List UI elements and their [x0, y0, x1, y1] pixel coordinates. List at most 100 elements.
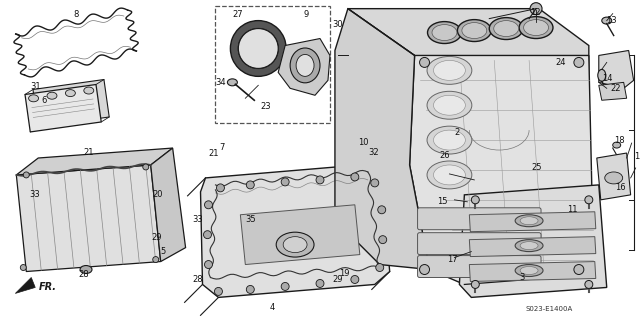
Ellipse shape [602, 17, 612, 24]
Text: 29: 29 [333, 275, 343, 284]
Text: 1: 1 [634, 152, 639, 160]
Circle shape [238, 29, 278, 68]
Circle shape [205, 261, 212, 269]
Text: 7: 7 [220, 143, 225, 152]
Bar [216, 6, 330, 123]
Polygon shape [599, 50, 634, 88]
Polygon shape [469, 212, 596, 232]
Circle shape [471, 196, 479, 204]
FancyBboxPatch shape [417, 208, 541, 230]
Ellipse shape [432, 25, 457, 41]
Text: 23: 23 [260, 102, 271, 111]
Ellipse shape [427, 126, 472, 154]
Text: 5: 5 [160, 247, 165, 256]
Text: 13: 13 [607, 16, 617, 25]
Circle shape [530, 3, 542, 15]
Circle shape [216, 184, 225, 192]
Ellipse shape [296, 55, 314, 76]
Circle shape [371, 179, 379, 187]
Ellipse shape [227, 79, 237, 86]
Text: 30: 30 [333, 20, 343, 29]
Text: 31: 31 [30, 82, 40, 91]
Ellipse shape [84, 87, 94, 94]
Text: 34: 34 [215, 78, 226, 87]
Text: 21: 21 [84, 147, 94, 157]
Ellipse shape [462, 23, 487, 39]
Circle shape [574, 57, 584, 67]
Circle shape [376, 263, 384, 271]
Circle shape [153, 256, 159, 263]
Ellipse shape [515, 240, 543, 252]
Circle shape [585, 280, 593, 288]
Ellipse shape [427, 56, 472, 84]
Ellipse shape [433, 95, 465, 115]
Ellipse shape [47, 92, 57, 99]
Text: 27: 27 [232, 10, 243, 19]
Ellipse shape [433, 60, 465, 80]
Circle shape [585, 196, 593, 204]
Polygon shape [460, 185, 607, 297]
Circle shape [574, 264, 584, 274]
Circle shape [420, 57, 429, 67]
Polygon shape [278, 39, 330, 95]
Text: 25: 25 [532, 163, 542, 173]
Text: 16: 16 [616, 183, 626, 192]
Polygon shape [241, 205, 360, 264]
Ellipse shape [427, 91, 472, 119]
Text: S023-E1400A: S023-E1400A [525, 306, 573, 312]
Text: 15: 15 [437, 197, 448, 206]
Ellipse shape [520, 267, 538, 274]
Text: 21: 21 [208, 149, 219, 158]
Text: 10: 10 [358, 137, 369, 146]
Ellipse shape [489, 18, 523, 40]
Text: 19: 19 [339, 269, 349, 278]
Circle shape [471, 280, 479, 288]
Ellipse shape [520, 241, 538, 249]
Circle shape [316, 176, 324, 184]
Circle shape [351, 276, 359, 284]
Text: 22: 22 [611, 84, 621, 93]
Polygon shape [17, 165, 161, 271]
Ellipse shape [428, 22, 461, 43]
Ellipse shape [433, 130, 465, 150]
Circle shape [246, 181, 254, 189]
Ellipse shape [524, 19, 548, 35]
Ellipse shape [283, 237, 307, 253]
Text: 35: 35 [245, 215, 255, 224]
Text: 28: 28 [79, 270, 90, 279]
Circle shape [378, 206, 386, 214]
Circle shape [351, 173, 359, 181]
Text: 26: 26 [439, 151, 450, 160]
Ellipse shape [29, 95, 38, 102]
Ellipse shape [519, 17, 553, 39]
Ellipse shape [290, 48, 320, 83]
Ellipse shape [515, 215, 543, 227]
Text: 17: 17 [447, 255, 458, 264]
Polygon shape [33, 79, 109, 127]
Polygon shape [151, 148, 186, 262]
Text: 11: 11 [566, 205, 577, 214]
Text: 33: 33 [29, 190, 40, 199]
Ellipse shape [458, 19, 492, 41]
Circle shape [214, 287, 223, 295]
Polygon shape [17, 148, 173, 175]
Text: FR.: FR. [39, 282, 57, 293]
Text: 4: 4 [269, 303, 275, 312]
Polygon shape [348, 9, 589, 95]
Circle shape [420, 264, 429, 274]
Ellipse shape [80, 265, 92, 273]
Circle shape [23, 172, 29, 178]
Polygon shape [200, 165, 390, 297]
FancyBboxPatch shape [417, 233, 541, 255]
Circle shape [204, 231, 211, 239]
Ellipse shape [65, 90, 76, 97]
Polygon shape [15, 278, 35, 293]
Text: 24: 24 [556, 58, 566, 67]
Polygon shape [469, 262, 596, 281]
Text: 8: 8 [74, 10, 79, 19]
Ellipse shape [598, 70, 605, 81]
Circle shape [281, 178, 289, 186]
Circle shape [205, 201, 212, 209]
Text: 20: 20 [152, 190, 163, 199]
Circle shape [281, 282, 289, 290]
